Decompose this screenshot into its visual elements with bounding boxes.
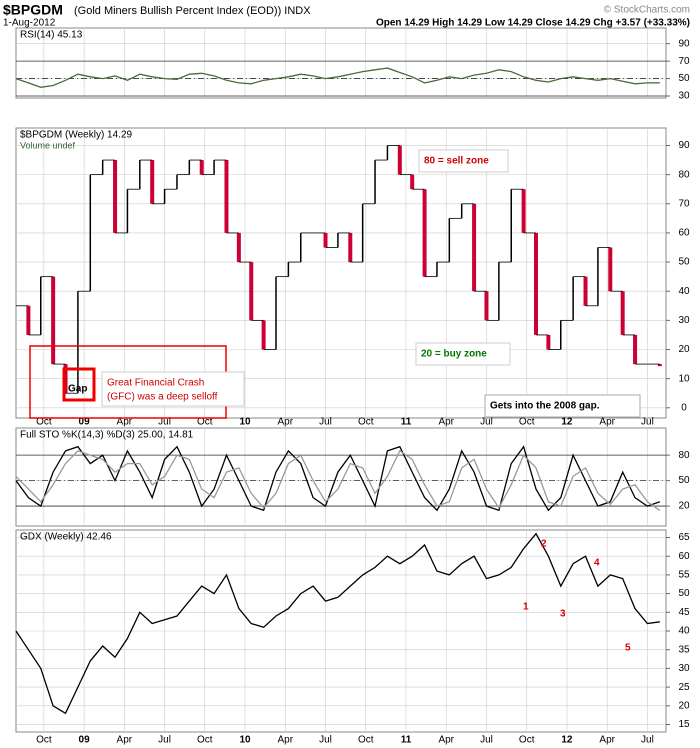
y-tick-label: 50 [678, 588, 690, 599]
x-tick-label: Apr [438, 735, 454, 746]
x-tick-label: Apr [117, 735, 133, 746]
x-tick-label-mid: 11 [401, 417, 412, 428]
x-tick-label: 12 [561, 735, 573, 746]
x-tick-label: Jul [158, 735, 171, 746]
y-tick-label: 20 [678, 501, 690, 512]
x-tick-label: Oct [36, 735, 52, 746]
y-tick-label: 40 [678, 626, 690, 637]
panels: 90 70 50 30 RSI(14) 45.13 0 10 20 30 40 50 60 70 80 90… [15, 27, 690, 746]
x-tick-label: Oct [519, 735, 535, 746]
y-tick-label: 55 [678, 570, 690, 581]
panel-title: GDX (Weekly) 42.46 [20, 532, 112, 543]
x-tick-label: Jul [319, 735, 332, 746]
series-line [15, 445, 661, 512]
x-tick-label-mid: Jul [641, 417, 654, 428]
y-tick-label: 20 [678, 700, 690, 711]
note-box [415, 342, 511, 366]
annotation: (GFC) was a deep selloff [107, 392, 218, 403]
chart-title: $BPGDM [3, 2, 63, 18]
y-tick-label: 30 [678, 315, 690, 326]
x-tick-label-mid: Apr [599, 417, 615, 428]
x-tick-label: 11 [401, 735, 412, 746]
quote: Open 14.29 High 14.29 Low 14.29 Close 14… [376, 18, 690, 29]
panel-subtitle: Volume undef [20, 140, 76, 150]
annotation: 4 [594, 558, 600, 569]
x-tick-label-mid: Oct [197, 417, 213, 428]
x-tick-label-mid: 10 [239, 417, 251, 428]
copyright: © StockCharts.com [604, 5, 690, 16]
note-box [484, 394, 641, 418]
panel-frame [15, 27, 667, 99]
annotation: 3 [560, 609, 566, 620]
annotation: Great Financial Crash [107, 378, 204, 389]
annotation: Gets into the 2008 gap. [490, 401, 600, 412]
y-tick-label: 50 [678, 73, 690, 84]
y-tick-label: 50 [678, 475, 690, 486]
panel-title: RSI(14) 45.13 [20, 30, 83, 41]
annotation: 2 [541, 539, 547, 550]
series-line [15, 532, 660, 715]
y-tick-label: 45 [678, 607, 690, 618]
y-tick-label: 30 [678, 663, 690, 674]
panel-title: Full STO %K(14,3) %D(3) 25.00, 14.81 [20, 430, 194, 441]
y-tick-label: 10 [678, 373, 690, 384]
date: 1-Aug-2012 [3, 18, 56, 29]
x-tick-label: Jul [480, 735, 493, 746]
y-tick-label: 70 [678, 198, 690, 209]
x-tick-label: Apr [278, 735, 294, 746]
x-tick-label-mid: 09 [79, 417, 91, 428]
y-tick-label: 90 [678, 38, 690, 49]
x-tick-label-mid: Jul [158, 417, 171, 428]
annotation: 5 [625, 643, 631, 654]
gap-box [62, 367, 96, 402]
y-tick-label: 40 [678, 286, 690, 297]
series-line [15, 449, 661, 512]
annotation: Gap [68, 384, 87, 395]
x-tick-label: Apr [599, 735, 615, 746]
y-tick-label: 65 [678, 532, 690, 543]
series-line [15, 67, 660, 88]
annotation: 80 = sell zone [424, 156, 489, 167]
chart-subtitle: (Gold Miners Bullish Percent Index (EOD)… [74, 5, 311, 17]
y-tick-label: 30 [678, 91, 690, 102]
x-tick-label-mid: Oct [358, 417, 374, 428]
y-tick-label: 60 [678, 551, 690, 562]
y-tick-label: 50 [678, 257, 690, 268]
x-tick-label-mid: Jul [480, 417, 493, 428]
y-tick-label: 15 [678, 719, 690, 730]
y-tick-label: 20 [678, 344, 690, 355]
y-tick-label: 80 [678, 450, 690, 461]
y-tick-label: 0 [681, 402, 687, 413]
x-tick-label: Oct [197, 735, 213, 746]
y-tick-label: 80 [678, 169, 690, 180]
y-tick-label: 25 [678, 682, 690, 693]
note-box [101, 371, 245, 407]
y-tick-label: 90 [678, 140, 690, 151]
x-tick-label-mid: Apr [278, 417, 294, 428]
y-tick-label: 70 [678, 56, 690, 67]
x-tick-label-mid: Jul [319, 417, 332, 428]
x-tick-label-mid: Oct [36, 417, 52, 428]
x-tick-label: 09 [79, 735, 91, 746]
x-tick-label-mid: Apr [438, 417, 454, 428]
annotation: 1 [523, 602, 529, 613]
panel-title: $BPGDM (Weekly) 14.29 [20, 130, 133, 141]
x-tick-label-mid: 12 [561, 417, 573, 428]
x-tick-label: 10 [239, 735, 251, 746]
note-box [418, 149, 509, 173]
annotation: 20 = buy zone [421, 349, 487, 360]
x-tick-label-mid: Oct [519, 417, 535, 428]
x-tick-label: Jul [641, 735, 654, 746]
y-tick-label: 35 [678, 644, 690, 655]
y-tick-label: 60 [678, 228, 690, 239]
x-tick-label-mid: Apr [117, 417, 133, 428]
annotations: 80 = sell zone 20 = buy zone Gap Great F… [29, 149, 641, 654]
x-tick-label: Oct [358, 735, 374, 746]
